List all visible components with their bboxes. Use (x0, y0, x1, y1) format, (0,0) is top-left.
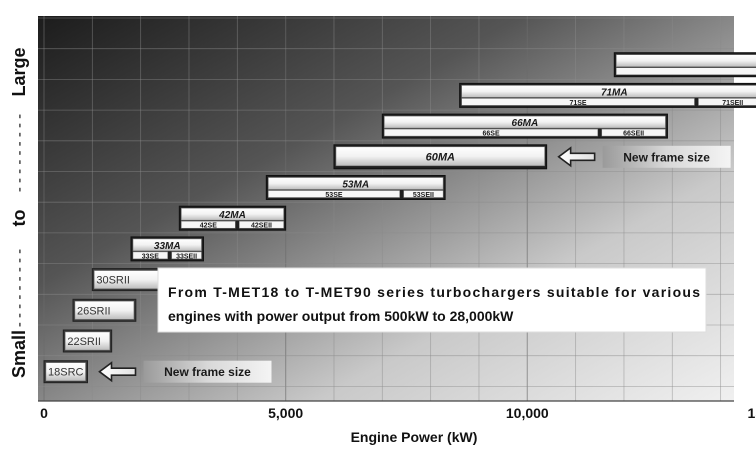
sub-bar-label: 66SE (482, 131, 499, 138)
plot-background (38, 16, 734, 401)
sub-bar-label: 33SE (142, 253, 159, 260)
x-tick-label: 15,000 (748, 405, 756, 421)
bar-top-band (461, 85, 756, 98)
sub-bar (403, 190, 444, 198)
range-bar-22srii: 22SRII (62, 329, 113, 353)
bar-label: 60MA (426, 151, 455, 163)
bar-label: 42MA (218, 210, 246, 221)
y-label-to: to (9, 210, 29, 227)
x-tick-label: 5,000 (268, 405, 303, 421)
note-box (157, 267, 707, 333)
sub-bar-label: 53SEII (413, 192, 434, 199)
bar-label: 33MA (154, 241, 181, 252)
x-axis-label: Engine Power (kW) (351, 429, 478, 445)
y-label-dash-lower: - - - - - - - - - (11, 249, 28, 327)
range-bar-26srii: 26SRII (72, 298, 137, 322)
sub-bar (616, 67, 756, 75)
bar-top-band (132, 238, 202, 252)
sub-bar-label: 42SE (200, 223, 217, 230)
y-label-small: Small (9, 330, 29, 378)
range-bar-71ma: 71MA 71SE 71SEII (459, 82, 756, 108)
annotation-new-frame-size: New frame size (98, 360, 272, 383)
bar-fill (45, 362, 86, 381)
annotation-box (143, 360, 272, 383)
bar-label: 26SRII (77, 305, 111, 317)
note-text: engines with power output from 500kW to … (168, 308, 514, 324)
bar-fill (65, 331, 110, 351)
y-label-large: Large (9, 47, 29, 96)
bar-label: 22SRII (67, 336, 101, 348)
left-arrow-icon (557, 146, 596, 168)
sub-bar (171, 251, 202, 260)
sub-bar-label: 66SEII (623, 131, 644, 138)
sub-bar-label: 33SEII (176, 253, 197, 260)
x-tick-label: 10,000 (506, 405, 549, 421)
range-bar-83ma: 83MA83SE83SEII (613, 52, 756, 78)
bar-top-band (268, 177, 444, 190)
annotation-label: New frame size (623, 150, 710, 164)
sub-bar (268, 190, 400, 198)
note-text: From T-MET18 to T-MET90 series turbochar… (168, 284, 700, 300)
sub-bar (698, 98, 756, 106)
range-bar-18src: 18SRC (43, 360, 88, 384)
bar-top-band (615, 54, 756, 68)
bar-top-band (384, 115, 666, 129)
left-arrow-icon (98, 361, 137, 383)
range-bar-66ma: 66MA 66SE 66SEII (381, 113, 668, 139)
bar-label: 53MA (342, 180, 369, 191)
range-bar-60ma: 60MA (333, 144, 548, 170)
sub-bar (181, 220, 236, 229)
sub-bar (132, 251, 168, 260)
sub-bar-label: 71SEII (722, 100, 743, 107)
bar-label: 30SRII (96, 275, 130, 287)
x-tick-label: 0 (40, 405, 48, 421)
bar-label: 66MA (512, 118, 539, 129)
annotation-box (602, 145, 731, 168)
note-box-group: From T-MET18 to T-MET90 series turbochar… (157, 267, 707, 333)
sub-bar (601, 128, 666, 137)
annotation-new-frame-size: New frame size (557, 145, 731, 168)
annotations: New frame size New frame size (98, 145, 731, 383)
sub-bar (461, 98, 695, 106)
bar-top-band (181, 207, 284, 221)
bar-fill (74, 301, 135, 320)
bar-label: 18SRC (48, 367, 84, 379)
sub-bar (384, 128, 599, 137)
sub-bar (239, 220, 284, 229)
annotation-label: New frame size (164, 365, 251, 379)
bar-label: 71MA (601, 87, 628, 98)
sub-bar-label: 42SEII (251, 223, 272, 230)
sub-bar-label: 53SE (325, 192, 342, 199)
y-label-dash-upper: - - - - - - - - - (11, 114, 28, 192)
bar-top-band (335, 146, 545, 167)
sub-bar-label: 71SE (569, 100, 586, 107)
